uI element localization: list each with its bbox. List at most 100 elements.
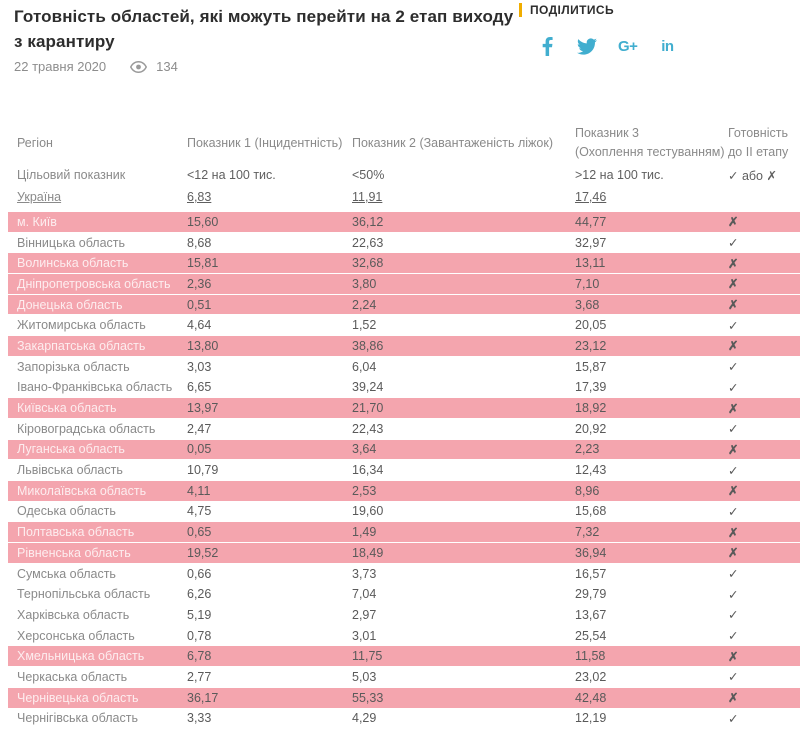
region-cell: Запорізька область [0,356,187,378]
readiness-cell: ✓ [728,626,800,647]
col-readiness: Готовність до II етапу [728,122,800,164]
indicator3-cell: 15,87 [575,357,728,378]
indicator3-cell: 12,43 [575,460,728,481]
readiness-cell: ✗ [728,480,800,502]
ukraine-p3: 17,46 [575,190,607,204]
linkedin-icon[interactable]: in [661,37,674,55]
indicator2-cell: 3,80 [352,274,575,295]
indicator3-cell: 20,05 [575,315,728,337]
region-cell: Закарпатська область [0,336,187,357]
ukraine-p2: 11,91 [352,190,383,204]
indicator1-cell: 8,68 [187,233,352,254]
ukraine-row: Україна 6,83 11,91 17,46 [0,186,800,208]
table-row: Полтавська область 0,65 1,49 7,32 ✗ [0,522,800,543]
facebook-icon[interactable] [538,36,556,56]
indicator2-cell: 16,34 [352,460,575,481]
indicator2-cell: 5,03 [352,667,575,688]
indicator2-cell: 4,29 [352,709,575,730]
region-cell: Одеська область [0,501,187,523]
ukraine-p1: 6,83 [187,190,212,204]
indicator1-cell: 6,78 [187,646,352,668]
indicator2-cell: 3,64 [352,439,575,461]
indicator3-cell: 44,77 [575,212,728,233]
target-indicator-row: Цільовий показник <12 на 100 тис. <50% >… [0,164,800,186]
indicator3-cell: 23,02 [575,667,728,688]
region-cell: Сумська область [0,563,187,585]
readiness-cell: ✓ [728,460,800,481]
indicator1-cell: 2,47 [187,419,352,440]
readiness-cell: ✗ [728,294,800,316]
region-cell: Полтавська область [0,522,187,543]
region-cell: Житомирська область [0,315,187,337]
readiness-cell: ✓ [728,605,800,626]
indicator1-cell: 2,36 [187,274,352,295]
share-accent-bar [519,3,522,17]
table-row: Чернівецька область 36,17 55,33 42,48 ✗ [0,687,800,709]
table-row: Київська область 13,97 21,70 18,92 ✗ [0,398,800,419]
indicator2-cell: 36,12 [352,212,575,233]
publish-date: 22 травня 2020 [14,59,107,74]
indicator1-cell: 36,17 [187,687,352,709]
region-cell: Донецька область [0,294,187,316]
indicator3-cell: 16,57 [575,564,728,585]
table-body: м. Київ 15,60 36,12 44,77 ✗ Вінницька область… [0,212,800,730]
col-indicator2: Показник 2 (Завантаженість ліжок) [352,135,554,150]
table-row: Житомирська область 4,64 1,52 20,05 ✓ [0,315,800,337]
indicator2-cell: 39,24 [352,378,575,399]
target-ready: ✓ або ✗ [728,168,777,183]
table-row: Львівська область 10,79 16,34 12,43 ✓ [0,460,800,481]
readiness-cell: ✗ [728,522,800,543]
readiness-cell: ✗ [728,253,800,275]
table-row: Тернопільська область 6,26 7,04 29,79 ✓ [0,584,800,606]
ukraine-label[interactable]: Україна [0,186,187,208]
region-cell: Чернігівська область [0,708,187,730]
table-row: Донецька область 0,51 2,24 3,68 ✗ [0,294,800,316]
indicator2-cell: 2,53 [352,480,575,502]
indicator1-cell: 10,79 [187,460,352,481]
page-title: Готовність областей, які можуть перейти … [14,7,514,51]
indicator3-cell: 2,23 [575,439,728,461]
readiness-cell: ✗ [728,439,800,461]
indicator1-cell: 0,51 [187,294,352,316]
indicator3-cell: 11,58 [575,646,728,668]
readiness-cell: ✗ [728,336,800,357]
indicator3-cell: 15,68 [575,502,728,523]
readiness-cell: ✓ [728,709,800,730]
region-cell: Харківська область [0,605,187,626]
col-readiness-line2: до II етапу [728,145,789,159]
table-row: Кіровоградська область 2,47 22,43 20,92 ✓ [0,418,800,440]
social-icons-row: G+ in [538,36,676,56]
col-region: Регіон [0,122,187,164]
indicator1-cell: 6,65 [187,378,352,399]
googleplus-icon[interactable]: G+ [618,37,638,55]
indicator3-cell: 18,92 [575,398,728,419]
indicator2-cell: 19,60 [352,502,575,523]
readiness-cell: ✗ [728,398,800,419]
indicator1-cell: 3,03 [187,357,352,378]
readiness-cell: ✓ [728,667,800,688]
indicator3-cell: 7,10 [575,274,728,295]
table-row: Закарпатська область 13,80 38,86 23,12 ✗ [0,336,800,357]
region-cell: Волинська область [0,253,187,275]
table-row: Луганська область 0,05 3,64 2,23 ✗ [0,439,800,461]
target-p2: <50% [352,168,385,182]
region-cell: Вінницька область [0,232,187,254]
table-row: Чернігівська область 3,33 4,29 12,19 ✓ [0,708,800,730]
indicator3-cell: 13,67 [575,605,728,626]
indicator3-cell: 8,96 [575,480,728,502]
indicator3-cell: 29,79 [575,584,728,606]
region-cell: Івано-Франківська область [0,377,187,399]
indicator1-cell: 2,77 [187,667,352,688]
twitter-icon[interactable] [577,36,597,56]
indicator3-cell: 13,11 [575,253,728,275]
readiness-cell: ✓ [728,502,800,523]
indicator3-cell: 20,92 [575,419,728,440]
indicator3-cell: 12,19 [575,709,728,730]
indicator3-cell: 7,32 [575,522,728,543]
table-row: Івано-Франківська область 6,65 39,24 17,39 ✓ [0,377,800,399]
region-cell: Херсонська область [0,625,187,647]
indicator1-cell: 0,65 [187,522,352,543]
indicator1-cell: 19,52 [187,543,352,564]
indicator2-cell: 1,52 [352,315,575,337]
indicator2-cell: 22,63 [352,233,575,254]
